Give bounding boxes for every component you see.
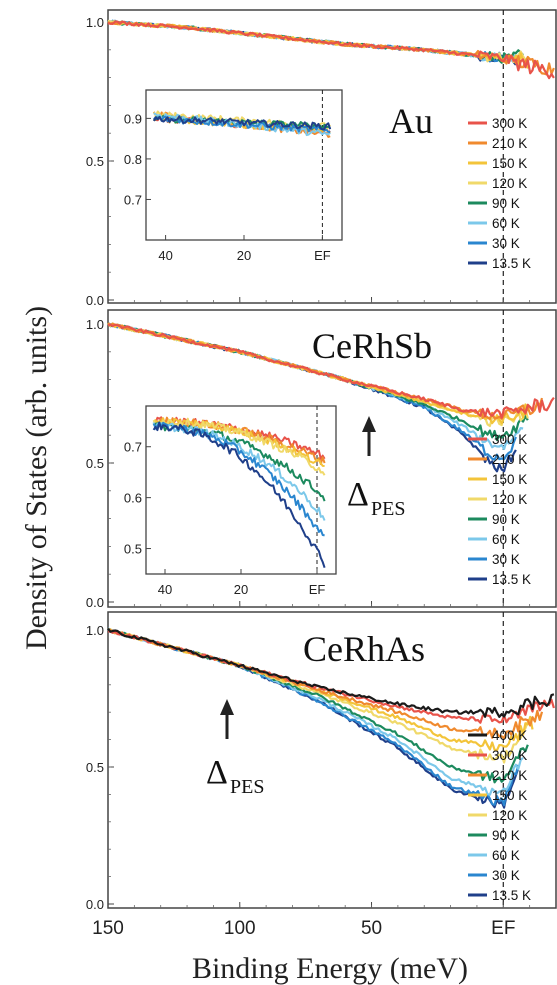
series-group [107, 627, 555, 809]
y-tick-label: 0.5 [86, 154, 104, 169]
y-tick-label: 1.0 [86, 15, 104, 30]
panel-cerhas: 0.0 0.5 1.0 150 100 50 EF CeRhAs 400 K 300 K 210 K… [86, 611, 557, 939]
legend-label: 210 K [492, 136, 527, 151]
inset-y-tick-label: 0.5 [124, 542, 142, 557]
x-tick-label: 150 [92, 918, 124, 939]
series-line-150-k [107, 21, 529, 69]
y-tick-label: 0.0 [86, 897, 104, 912]
panel-frame [107, 9, 557, 304]
series-line-300-k [107, 323, 555, 419]
legend-label: 30 K [492, 236, 520, 251]
inset-x-tick-label: 40 [158, 248, 172, 263]
legend-label: 90 K [492, 196, 520, 211]
x-tick-label: EF [491, 918, 515, 939]
delta-subscript: PES [230, 776, 264, 798]
legend-label: 300 K [492, 432, 527, 447]
inset-y-tick-label: 0.9 [124, 111, 142, 126]
inset-x-tick-label: EF [309, 582, 326, 597]
legend-label: 210 K [492, 452, 527, 467]
legend-label: 120 K [492, 808, 527, 823]
series-line-210-k [107, 20, 555, 76]
inset-series-group [152, 416, 326, 569]
inset-y-tick-label: 0.8 [124, 152, 142, 167]
y-tick-label: 0.0 [86, 293, 104, 308]
panel-frame [107, 611, 557, 909]
legend-label: 60 K [492, 848, 520, 863]
delta-symbol: Δ [206, 754, 228, 791]
legend-label: 13.5 K [492, 888, 531, 903]
legend-label: 300 K [492, 748, 527, 763]
legend-label: 60 K [492, 532, 520, 547]
annotation-arrow-head [220, 699, 234, 715]
series-line-300-k [107, 20, 555, 80]
inset: 0.5 0.6 0.7 40 20 EF [124, 405, 337, 597]
legend-label: 30 K [492, 868, 520, 883]
legend-label: 90 K [492, 512, 520, 527]
y-tick-label: 0.0 [86, 595, 104, 610]
y-tick-label: 0.5 [86, 760, 104, 775]
inset-y-tick-label: 0.7 [124, 192, 142, 207]
legend-label: 60 K [492, 216, 520, 231]
delta-subscript: PES [371, 498, 405, 520]
inset-series-line [152, 115, 332, 131]
sample-label: CeRhAs [303, 629, 425, 669]
sample-label: Au [389, 101, 433, 141]
y-axis-title: Density of States (arb. units) [20, 306, 53, 650]
legend-label: 120 K [492, 176, 527, 191]
inset-y-tick-label: 0.6 [124, 491, 142, 506]
y-tick-label: 1.0 [86, 623, 104, 638]
legend-label: 150 K [492, 156, 527, 171]
legend-label: 300 K [492, 116, 527, 131]
legend-label: 13.5 K [492, 572, 531, 587]
legend-label: 120 K [492, 492, 527, 507]
delta-pes-annotation: Δ PES [347, 416, 405, 520]
inset: 0.7 0.8 0.9 40 20 EF [124, 89, 343, 263]
inset-y-tick-label: 0.7 [124, 440, 142, 455]
panel-frame [107, 309, 557, 608]
legend: 300 K 210 K 150 K 120 K 90 K 60 K 30 K 13.5 K [468, 432, 531, 587]
panel-cerhsb: 0.0 0.5 1.0 CeRhSb 300 K 210 K 150 K 120 K 90 K 6… [86, 309, 557, 610]
inset-x-tick-label: 20 [237, 248, 251, 263]
inset-series-line [152, 421, 326, 569]
series-group [107, 322, 555, 473]
legend-label: 30 K [492, 552, 520, 567]
inset-x-tick-label: EF [314, 248, 331, 263]
x-axis-title: Binding Energy (meV) [192, 952, 468, 985]
inset-series-group [152, 110, 332, 138]
series-line-150-k [107, 322, 534, 425]
legend-label: 210 K [492, 768, 527, 783]
legend: 300 K 210 K 150 K 120 K 90 K 60 K 30 K 13.5 K [468, 116, 531, 271]
x-tick-label: 50 [361, 918, 382, 939]
inset-x-tick-label: 40 [158, 582, 172, 597]
legend-label: 400 K [492, 728, 527, 743]
delta-pes-annotation: Δ PES [206, 699, 264, 798]
legend-label: 150 K [492, 788, 527, 803]
y-tick-label: 1.0 [86, 317, 104, 332]
sample-label: CeRhSb [312, 326, 432, 366]
inset-series-line [152, 417, 326, 476]
inset-series-line [152, 421, 325, 537]
legend: 400 K 300 K 210 K 150 K 120 K 90 K 60 K 30 K 13.… [468, 728, 531, 903]
legend-label: 90 K [492, 828, 520, 843]
legend-label: 150 K [492, 472, 527, 487]
annotation-arrow-head [362, 416, 376, 432]
series-group [107, 19, 555, 80]
series-line-400-k [107, 627, 555, 718]
delta-symbol: Δ [347, 476, 369, 513]
y-tick-label: 0.5 [86, 456, 104, 471]
x-tick-label: 100 [224, 918, 256, 939]
inset-x-tick-label: 20 [234, 582, 248, 597]
legend-label: 13.5 K [492, 256, 531, 271]
